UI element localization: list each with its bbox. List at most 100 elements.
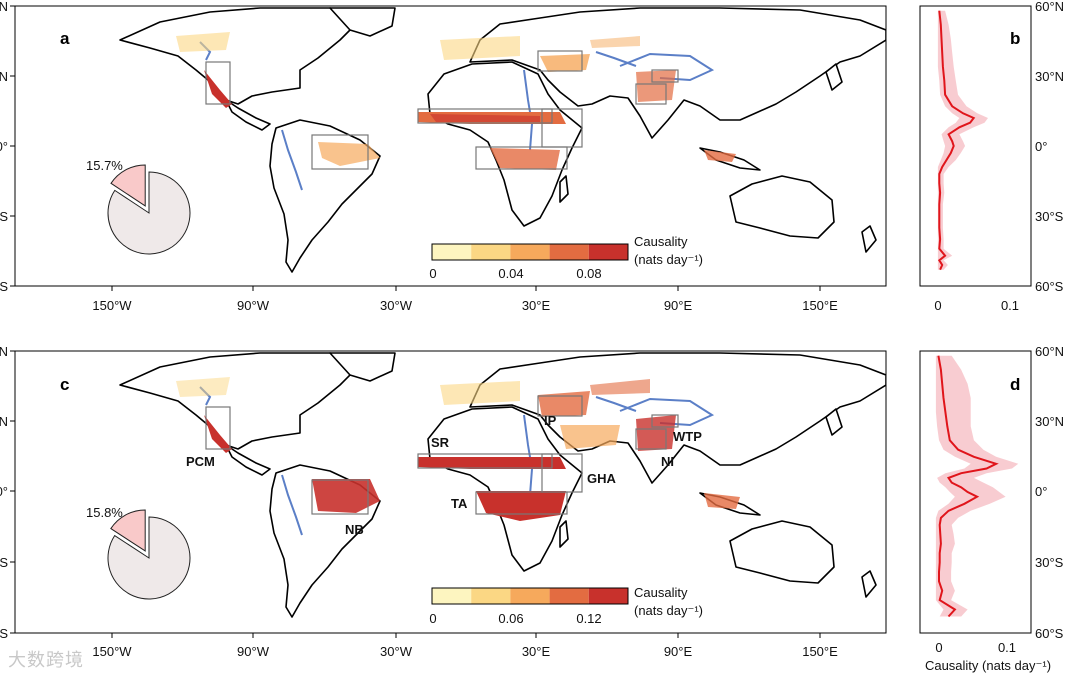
colorbar-tick-label: 0.12: [576, 611, 601, 626]
ytick-label: 30°N: [0, 69, 8, 84]
ytick-label: 30°N: [1035, 414, 1064, 429]
north-america-outline: [119, 7, 361, 105]
uncertainty-band-d: [935, 355, 1019, 617]
ytick-label: 0°: [0, 484, 8, 499]
xtick-label: 150°W: [92, 298, 132, 313]
box-wtp-a: [651, 69, 679, 83]
colorbar-frame: [431, 587, 629, 605]
box-ni-c: [635, 428, 667, 450]
ytick-label: 30°N: [0, 414, 8, 429]
new-zealand-outline: [861, 570, 877, 598]
pie-rest-slice: [107, 171, 191, 255]
box-ip-a: [537, 50, 583, 72]
map-a-ticks: [10, 5, 821, 291]
xtick-label: 90°E: [664, 644, 693, 659]
central-america-outline: [225, 99, 271, 131]
ytick-label: 30°N: [1035, 69, 1064, 84]
colorbar-a: Causality (nats day⁻¹) 0 0.04 0.08: [429, 234, 703, 281]
xtick-label: 30°W: [380, 644, 413, 659]
box-ta-a: [475, 146, 568, 170]
box-ni-a: [635, 83, 667, 105]
box-pcm-a: [205, 61, 231, 105]
ytick-label: 60°S: [0, 279, 8, 294]
colorbar-tick-label: 0.04: [498, 266, 523, 281]
xtick-label: 150°E: [802, 298, 838, 313]
colorbar-label-line2: (nats day⁻¹): [634, 252, 703, 267]
pie-percent-label: 15.7%: [86, 158, 123, 173]
japan-outline: [825, 63, 843, 91]
colorbar-c: Causality (nats day⁻¹) 0 0.06 0.12: [429, 585, 703, 626]
map-panel-c: 60°N 30°N 0° 30°S 60°S 150°W 90°W 30°W 3…: [0, 344, 887, 659]
ytick-label: 0°: [0, 139, 8, 154]
madagascar-outline: [559, 175, 569, 203]
new-zealand-outline: [861, 225, 877, 253]
region-label-wtp: WTP: [673, 429, 702, 444]
ytick-label: 30°S: [0, 555, 8, 570]
xtick-label: 30°E: [522, 644, 551, 659]
ytick-label: 60°N: [1035, 0, 1064, 14]
box-nb-c: [311, 479, 369, 515]
colorbar-tick-label: 0: [429, 611, 436, 626]
causality-field-a: [176, 32, 736, 170]
box-ip-c: [537, 395, 583, 417]
region-label-sr: SR: [431, 435, 450, 450]
box-gha-a: [541, 108, 583, 148]
box-ta-c: [475, 491, 568, 515]
map-a-xtick-labels: 150°W 90°W 30°W 30°E 90°E 150°E: [92, 298, 838, 313]
map-a-ytick-labels: 60°N 30°N 0° 30°S 60°S: [0, 0, 8, 294]
region-label-ni: NI: [661, 454, 674, 469]
colorbar-label-line1: Causality: [634, 585, 688, 600]
pie-highlight-slice: [110, 164, 146, 207]
ytick-label: 60°N: [1035, 344, 1064, 359]
colorbar-swatch: [588, 588, 628, 604]
pie-highlight-slice: [110, 509, 146, 552]
ytick-label: 30°S: [1035, 209, 1064, 224]
profile-d-xlabel: Causality (nats day⁻¹): [925, 658, 1051, 673]
australia-outline: [729, 520, 835, 584]
pie-inset-c: 15.8%: [86, 505, 191, 600]
colorbar-swatch: [510, 244, 550, 260]
colorbar-label-line2: (nats day⁻¹): [634, 603, 703, 618]
region-label-ta: TA: [451, 496, 468, 511]
panel-letter-d: d: [1010, 375, 1020, 394]
xtick-label: 90°W: [237, 298, 270, 313]
pie-rest-slice: [107, 516, 191, 600]
australia-outline: [729, 175, 835, 239]
panel-letter-b: b: [1010, 29, 1020, 48]
box-wtp-c: [651, 414, 679, 428]
colorbar-swatch: [549, 244, 589, 260]
profile-b-yticks: 60°N 30°N 0° 30°S 60°S: [1035, 0, 1064, 294]
profile-d-yticks: 60°N 30°N 0° 30°S 60°S: [1035, 344, 1064, 641]
colorbar-label-line1: Causality: [634, 234, 688, 249]
ytick-label: 60°N: [0, 0, 8, 14]
colorbar-swatch: [471, 588, 511, 604]
africa-outline: [427, 61, 583, 227]
profile-line-b: [937, 10, 976, 271]
profile-line-d: [937, 355, 999, 618]
central-america-outline: [225, 444, 271, 476]
region-boxes-a: [205, 50, 679, 170]
xtick-label: 150°E: [802, 644, 838, 659]
pie-percent-label: 15.8%: [86, 505, 123, 520]
colorbar-swatch: [432, 588, 472, 604]
colorbar-frame: [431, 243, 629, 261]
ytick-label: 60°N: [0, 344, 8, 359]
map-c-content: [119, 352, 886, 618]
ytick-label: 30°S: [0, 209, 8, 224]
colorbar-swatch: [549, 588, 589, 604]
profile-panel-b: b 60°N 30°N 0° 30°S 60°S 0 0.1: [919, 0, 1064, 313]
profile-b-frame: [919, 5, 1032, 287]
colorbar-tick-label: 0.08: [576, 266, 601, 281]
map-a-content: [119, 7, 886, 273]
panel-letter-a: a: [60, 29, 70, 48]
colorbar-tick-label: 0: [429, 266, 436, 281]
africa-outline: [427, 406, 583, 572]
profile-b-xticks: 0 0.1: [934, 298, 1019, 313]
xtick-label: 0.1: [998, 640, 1016, 655]
madagascar-outline: [559, 520, 569, 548]
colorbar-tick-label: 0.06: [498, 611, 523, 626]
xtick-label: 30°E: [522, 298, 551, 313]
uncertainty-band-b: [937, 10, 988, 270]
river-network-c: [199, 386, 715, 536]
box-nb-a: [311, 134, 369, 170]
